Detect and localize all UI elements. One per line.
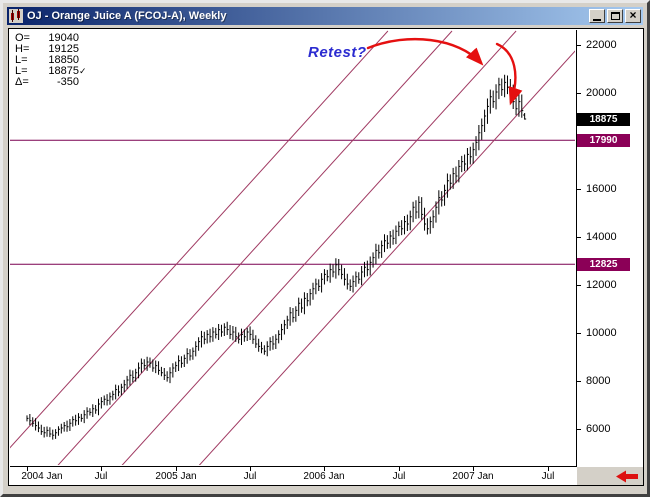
price-axis-label: 22000 xyxy=(586,39,617,51)
price-tick-mark xyxy=(577,381,581,382)
chart-plot[interactable]: O= 19040 H= 19125 L= 18850 L= 18875✓ Δ= -350 Rete… xyxy=(10,30,577,467)
time-axis-label: Jul xyxy=(541,471,555,482)
price-tick-mark xyxy=(577,285,581,286)
current-price-box: 18875 xyxy=(577,113,630,126)
price-tick-mark xyxy=(577,333,581,334)
time-axis-label: Jul xyxy=(243,471,257,482)
price-axis: 2200020000180001600014000120001000080006… xyxy=(577,31,643,467)
price-axis-label: 16000 xyxy=(586,183,617,195)
time-tick-mark xyxy=(250,467,251,471)
legend-row: H= 19125 xyxy=(15,43,79,55)
maximize-icon xyxy=(610,12,620,20)
legend-row: O= 19040 xyxy=(15,32,79,44)
close-button[interactable]: × xyxy=(625,9,641,23)
trend-channel-lines xyxy=(10,30,575,465)
price-axis-label: 6000 xyxy=(586,423,611,435)
price-tick-mark xyxy=(577,93,581,94)
maximize-button[interactable] xyxy=(607,9,623,23)
price-bars xyxy=(26,74,527,440)
time-axis: 2004 Jan Jul 2005 Jan Jul 2006 Jan Jul 2007 Ja… xyxy=(10,467,577,485)
time-tick-mark xyxy=(27,467,28,471)
scroll-latest-arrow-icon[interactable] xyxy=(616,470,638,483)
price-axis-label: 12000 xyxy=(586,279,617,291)
time-tick-mark xyxy=(176,467,177,471)
time-axis-label: 2007 Jan xyxy=(452,471,494,482)
time-axis-label: 2005 Jan xyxy=(155,471,197,482)
legend-row: L= 18875✓ xyxy=(15,65,87,77)
app-icon xyxy=(9,9,23,23)
support-level-box: 12825 xyxy=(577,258,630,271)
annotation-arrows xyxy=(366,38,523,106)
time-tick-mark xyxy=(548,467,549,471)
price-tick-mark xyxy=(577,45,581,46)
price-tick-mark xyxy=(577,429,581,430)
ohlc-legend: O= 19040 H= 19125 L= 18850 L= 18875✓ Δ= -350 xyxy=(15,33,87,88)
support-level-box: 17990 xyxy=(577,134,630,147)
time-axis-label: 2004 Jan xyxy=(21,471,63,482)
minimize-icon xyxy=(593,19,601,21)
time-tick-mark xyxy=(473,467,474,471)
time-tick-mark xyxy=(324,467,325,471)
price-tick-mark xyxy=(577,237,581,238)
time-axis-label: 2006 Jan xyxy=(303,471,345,482)
price-axis-label: 14000 xyxy=(586,231,617,243)
close-icon: × xyxy=(629,8,637,22)
titlebar[interactable]: OJ - Orange Juice A (FCOJ-A), Weekly × xyxy=(7,7,643,25)
price-axis-label: 20000 xyxy=(586,87,617,99)
chart-widget: O= 19040 H= 19125 L= 18850 L= 18875✓ Δ= -350 Rete… xyxy=(8,28,644,486)
price-tick-mark xyxy=(577,189,581,190)
annotation-text: Retest? xyxy=(308,44,367,61)
price-axis-label: 10000 xyxy=(586,327,617,339)
price-chart[interactable] xyxy=(10,30,575,465)
axis-corner xyxy=(577,467,643,485)
window-title: OJ - Orange Juice A (FCOJ-A), Weekly xyxy=(27,10,227,22)
time-axis-label: Jul xyxy=(94,471,108,482)
price-axis-label: 8000 xyxy=(586,375,611,387)
legend-row: L= 18850 xyxy=(15,54,79,66)
minimize-button[interactable] xyxy=(589,9,605,23)
window-controls: × xyxy=(589,9,641,23)
time-tick-mark xyxy=(399,467,400,471)
legend-row: Δ= -350 xyxy=(15,76,79,88)
support-level-lines xyxy=(10,139,575,265)
time-tick-mark xyxy=(101,467,102,471)
time-axis-label: Jul xyxy=(392,471,406,482)
